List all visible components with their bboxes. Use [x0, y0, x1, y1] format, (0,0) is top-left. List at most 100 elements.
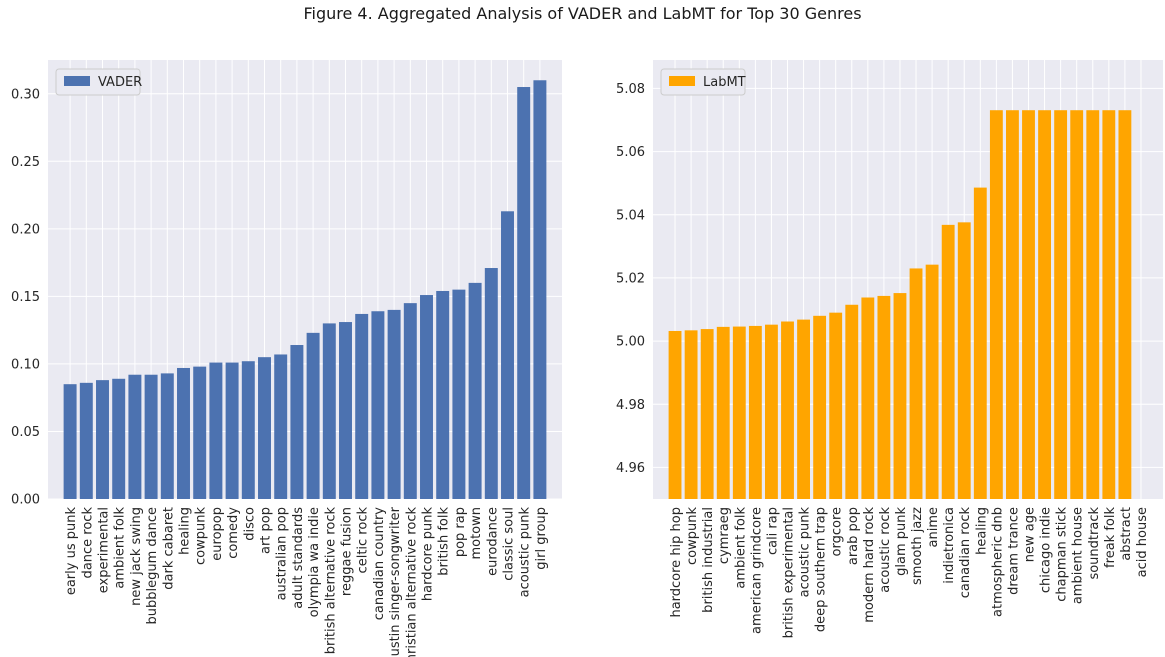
labmt-bar: [1102, 110, 1116, 499]
vader-xtick-label: bubblegum dance: [145, 507, 160, 625]
labmt-bar: [973, 187, 987, 499]
labmt-xtick-label: indietronica: [942, 507, 957, 584]
vader-legend-swatch: [64, 76, 90, 86]
labmt-xtick-label: dream trance: [1006, 507, 1021, 595]
vader-bar: [79, 382, 93, 499]
labmt-xtick-label: british experimental: [782, 507, 797, 638]
vader-bar: [112, 378, 126, 499]
vader-xtick-label: australian pop: [275, 507, 290, 600]
labmt-bar: [781, 321, 794, 499]
vader-bar: [96, 380, 109, 499]
labmt-xtick-label: abstract: [1119, 507, 1134, 561]
vader-xtick-label: ambient folk: [113, 507, 128, 589]
vader-xtick-label: comedy: [226, 507, 241, 559]
labmt-bar: [1070, 110, 1084, 499]
vader-ytick-label: 0.25: [11, 155, 40, 170]
labmt-bar: [668, 330, 682, 499]
vader-bar: [177, 367, 190, 499]
vader-xtick-label: eurodance: [485, 507, 500, 576]
labmt-xtick-label: new age: [1023, 507, 1038, 562]
labmt-xtick-label: anime: [926, 507, 941, 547]
labmt-bar: [684, 330, 698, 499]
labmt-xtick-label: orgcore: [830, 507, 845, 556]
labmt-bar: [732, 326, 746, 499]
vader-bar: [501, 211, 514, 500]
vader-xtick-label: art pop: [259, 507, 274, 554]
labmt-bar: [893, 293, 907, 499]
labmt-bar: [813, 315, 827, 499]
labmt-xtick-label: ambient folk: [733, 507, 748, 589]
vader-xtick-label: christian alternative rock: [404, 507, 419, 657]
labmt-bar: [989, 110, 1003, 499]
vader-bar: [484, 268, 498, 499]
labmt-xtick-label: arab pop: [846, 507, 861, 565]
vader-legend-label: VADER: [98, 75, 142, 90]
vader-xtick-label: new jack swing: [129, 507, 144, 606]
vader-xtick-label: austin singer-songwriter: [388, 506, 403, 657]
vader-xtick-label: canadian country: [372, 507, 387, 621]
labmt-xtick-label: healing: [974, 507, 989, 555]
vader-xtick-label: dark cabaret: [161, 507, 176, 590]
vader-ytick-label: 0.05: [11, 425, 40, 440]
labmt-bar: [797, 319, 810, 499]
labmt-ytick-label: 5.02: [616, 271, 645, 286]
labmt-ytick-label: 4.98: [616, 398, 645, 413]
labmt-bar: [1054, 110, 1068, 499]
labmt-xtick-label: chapman stick: [1055, 507, 1070, 602]
labmt-ytick-label: 4.96: [616, 461, 645, 476]
vader-xtick-label: reggae fusion: [340, 507, 355, 596]
vader-xtick-label: celtic rock: [356, 507, 371, 574]
vader-xtick-label: disco: [242, 507, 257, 541]
vader-xtick-label: british alternative rock: [323, 507, 338, 655]
labmt-xtick-label: ambient house: [1071, 507, 1086, 604]
vader-xtick-label: early us punk: [64, 507, 79, 596]
labmt-xtick-label: deep southern trap: [814, 507, 829, 632]
labmt-xtick-label: modern hard rock: [862, 507, 877, 623]
vader-ytick-label: 0.30: [11, 87, 40, 102]
vader-xtick-label: hardcore punk: [421, 507, 436, 602]
labmt-ytick-label: 5.08: [616, 82, 645, 97]
vader-legend: VADER: [55, 68, 142, 96]
vader-bar: [209, 362, 223, 499]
labmt-xtick-label: canadian rock: [958, 507, 973, 599]
vader-xtick-label: olympia wa indie: [307, 507, 322, 617]
vader-xtick-label: motown: [469, 507, 484, 560]
labmt-bar: [877, 295, 891, 499]
vader-bar: [290, 345, 304, 499]
vader-bar: [517, 87, 531, 499]
vader-bar: [387, 309, 401, 499]
figure-title: Figure 4. Aggregated Analysis of VADER a…: [303, 4, 862, 23]
labmt-xtick-label: american grindcore: [749, 507, 764, 634]
vader-bar: [436, 290, 450, 499]
vader-bar: [468, 282, 482, 499]
vader-xtick-label: healing: [178, 507, 193, 555]
labmt-bar: [957, 222, 971, 499]
labmt-xtick-label: smooth jazz: [910, 507, 925, 585]
vader-legend-frame: [55, 68, 141, 96]
vader-bar: [225, 362, 239, 499]
labmt-chart: 4.96 4.98 5.00 5.02 5.04 5.06 5.08 hardcore hip…: [616, 60, 1163, 638]
labmt-bar: [700, 329, 714, 499]
vader-bar: [533, 80, 547, 499]
labmt-xtick-label: soundtrack: [1087, 507, 1102, 580]
labmt-xtick-label: acoustic punk: [798, 507, 813, 598]
labmt-xtick-label: acoustic rock: [878, 507, 893, 593]
labmt-bar: [1118, 110, 1132, 499]
labmt-bar: [1038, 110, 1051, 499]
vader-bar: [322, 323, 336, 499]
vader-xtick-label: adult standards: [291, 507, 306, 609]
labmt-bar: [1006, 110, 1019, 499]
vader-ytick-label: 0.00: [11, 493, 40, 508]
vader-bar: [371, 311, 385, 499]
vader-xtick-label: experimental: [97, 507, 112, 593]
vader-xtick-label: cowpunk: [194, 507, 209, 565]
labmt-bar: [861, 297, 875, 499]
vader-bar: [339, 322, 352, 499]
vader-bar: [274, 354, 288, 499]
vader-xtick-label: pop rap: [453, 507, 468, 557]
vader-ytick-label: 0.20: [11, 222, 40, 237]
labmt-legend-frame: [660, 68, 746, 96]
labmt-xtick-label: cowpunk: [685, 507, 700, 565]
vader-bar: [160, 373, 174, 499]
